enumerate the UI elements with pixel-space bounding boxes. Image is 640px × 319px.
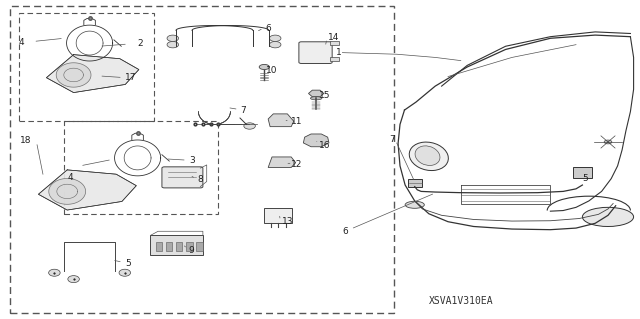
Ellipse shape	[604, 140, 612, 144]
FancyBboxPatch shape	[166, 242, 172, 251]
Text: 7: 7	[389, 135, 395, 144]
Ellipse shape	[582, 207, 634, 226]
Text: XSVA1V310EA: XSVA1V310EA	[429, 296, 493, 307]
Text: 6: 6	[342, 227, 348, 236]
FancyBboxPatch shape	[196, 242, 203, 251]
Text: 5: 5	[125, 259, 131, 268]
Ellipse shape	[409, 142, 449, 171]
Text: 6: 6	[266, 24, 271, 33]
Text: 16: 16	[319, 141, 330, 150]
Ellipse shape	[405, 201, 424, 208]
Ellipse shape	[310, 97, 322, 100]
FancyBboxPatch shape	[408, 179, 422, 187]
FancyBboxPatch shape	[264, 208, 292, 223]
Text: 13: 13	[282, 217, 293, 226]
Ellipse shape	[49, 269, 60, 276]
FancyBboxPatch shape	[156, 242, 162, 251]
Ellipse shape	[68, 276, 79, 283]
FancyBboxPatch shape	[299, 42, 332, 63]
Text: 14: 14	[328, 33, 340, 42]
Text: 1: 1	[336, 48, 342, 57]
Polygon shape	[268, 157, 296, 167]
Text: 18: 18	[20, 137, 31, 145]
Ellipse shape	[415, 146, 440, 166]
Ellipse shape	[269, 35, 281, 41]
FancyBboxPatch shape	[330, 57, 339, 61]
Text: 9: 9	[189, 246, 195, 255]
FancyBboxPatch shape	[176, 242, 182, 251]
FancyBboxPatch shape	[186, 242, 193, 251]
FancyBboxPatch shape	[573, 167, 592, 178]
Text: 7: 7	[241, 106, 246, 115]
Polygon shape	[308, 90, 324, 97]
Text: 2: 2	[138, 39, 143, 48]
Polygon shape	[38, 170, 136, 210]
Text: 4: 4	[68, 173, 73, 182]
Ellipse shape	[244, 123, 255, 129]
Text: 8: 8	[197, 175, 203, 184]
Text: 10: 10	[266, 66, 277, 75]
Text: 5: 5	[582, 174, 588, 183]
Polygon shape	[56, 63, 91, 87]
Polygon shape	[303, 134, 329, 147]
Ellipse shape	[259, 64, 269, 70]
Text: 3: 3	[189, 156, 195, 165]
Text: 11: 11	[291, 117, 303, 126]
Ellipse shape	[167, 35, 179, 41]
Polygon shape	[268, 114, 294, 127]
FancyBboxPatch shape	[150, 235, 203, 255]
Polygon shape	[47, 55, 139, 93]
Text: 12: 12	[291, 160, 303, 169]
Ellipse shape	[269, 41, 281, 48]
Text: 4: 4	[19, 38, 24, 47]
Ellipse shape	[167, 41, 179, 48]
FancyBboxPatch shape	[162, 167, 203, 188]
FancyBboxPatch shape	[330, 41, 339, 45]
Text: 17: 17	[125, 73, 136, 82]
Polygon shape	[49, 179, 86, 204]
Ellipse shape	[119, 269, 131, 276]
Text: 15: 15	[319, 91, 330, 100]
